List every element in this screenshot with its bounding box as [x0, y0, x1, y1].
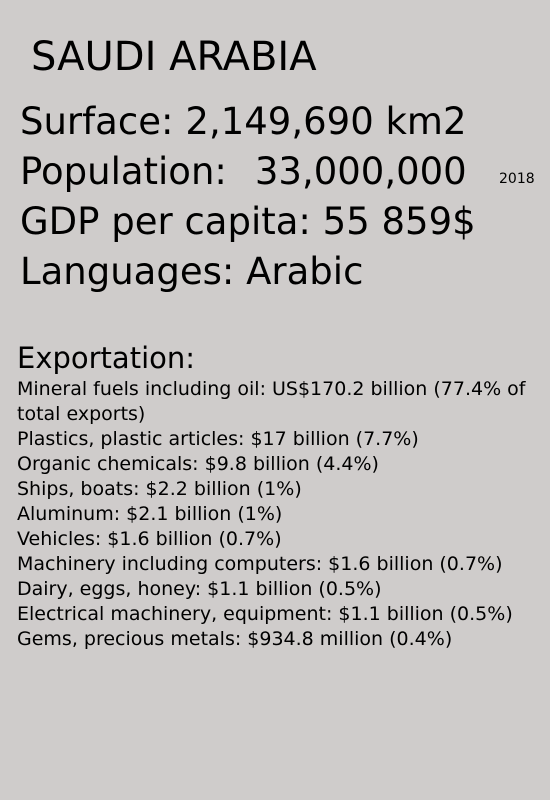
export-item: Electrical machinery, equipment: $1.1 bi…	[17, 603, 513, 625]
export-item: Plastics, plastic articles: $17 billion …	[17, 428, 419, 450]
gdp-fact: GDP per capita: 55 859$	[20, 200, 476, 244]
export-item: Vehicles: $1.6 billion (0.7%)	[17, 528, 282, 550]
population-label: Population:	[20, 150, 227, 193]
surface-fact: Surface: 2,149,690 km2	[20, 100, 467, 144]
languages-fact: Languages: Arabic	[20, 250, 363, 294]
languages-value: Arabic	[246, 250, 364, 293]
export-item: Dairy, eggs, honey: $1.1 billion (0.5%)	[17, 578, 382, 600]
country-name: SAUDI ARABIA	[31, 34, 317, 80]
exportation-heading: Exportation:	[17, 341, 196, 375]
surface-label: Surface:	[20, 100, 174, 143]
population-fact: Population: 33,000,000	[20, 150, 467, 194]
gdp-label: GDP per capita:	[20, 200, 311, 243]
languages-label: Languages:	[20, 250, 235, 293]
surface-value: 2,149,690 km2	[185, 100, 467, 143]
export-item: Organic chemicals: $9.8 billion (4.4%)	[17, 453, 379, 475]
population-value: 33,000,000	[254, 150, 467, 193]
gdp-value: 55 859$	[322, 200, 476, 243]
export-item: Aluminum: $2.1 billion (1%)	[17, 503, 283, 525]
export-item: Ships, boats: $2.2 billion (1%)	[17, 478, 302, 500]
export-item: Mineral fuels including oil: US$170.2 bi…	[17, 378, 526, 425]
population-year: 2018	[499, 171, 535, 187]
export-item: Machinery including computers: $1.6 bill…	[17, 553, 503, 575]
exportation-list: Mineral fuels including oil: US$170.2 bi…	[17, 377, 532, 652]
export-item: Gems, precious metals: $934.8 million (0…	[17, 628, 453, 650]
